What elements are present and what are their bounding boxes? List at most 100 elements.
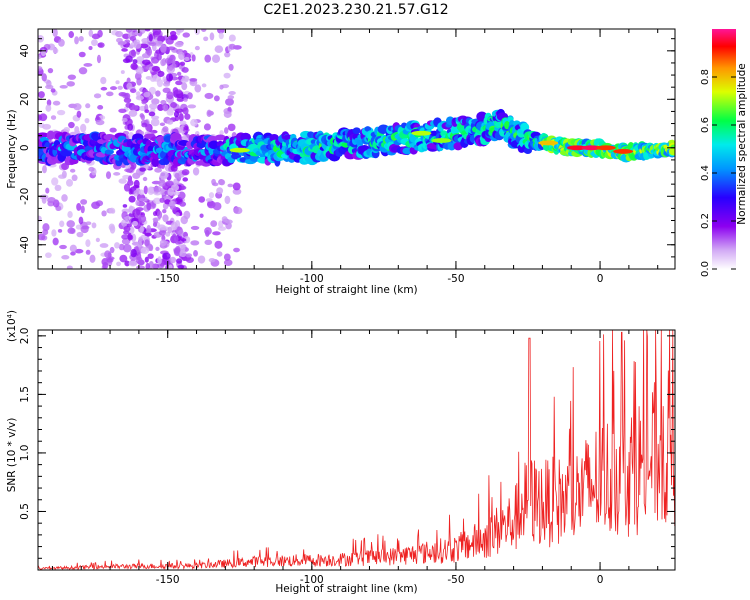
noise-blob (123, 183, 131, 192)
noise-blob (67, 227, 76, 234)
colorbar-step (712, 178, 736, 180)
noise-blob (89, 254, 96, 263)
snr-series-line (38, 330, 675, 570)
noise-blob (121, 48, 128, 52)
colorbar-step (712, 96, 736, 98)
noise-blob (109, 127, 117, 133)
noise-blob (228, 91, 236, 96)
noise-blob (169, 200, 176, 207)
colorbar-step (712, 107, 736, 109)
colorbar-step (712, 257, 736, 259)
noise-blob (193, 250, 198, 257)
noise-blob (152, 263, 160, 269)
noise-blob (115, 30, 124, 38)
noise-blob (97, 42, 103, 48)
noise-blob (199, 213, 204, 218)
colorbar-step (712, 101, 736, 103)
ridge-core (411, 130, 432, 136)
noise-blob (232, 182, 241, 191)
noise-blob (100, 86, 108, 91)
noise-blob (124, 168, 133, 173)
noise-blob (180, 78, 189, 83)
y-axis-label: SNR (10 * v/v) (6, 418, 18, 493)
noise-blob (125, 102, 133, 108)
noise-blob (145, 262, 150, 269)
noise-blob (74, 248, 84, 254)
colorbar-step (712, 154, 736, 156)
noise-blob (157, 35, 166, 43)
noise-blob (223, 253, 231, 261)
noise-blob (51, 177, 59, 186)
colorbar-step (712, 82, 736, 84)
noise-blob (183, 97, 188, 102)
noise-blob (181, 169, 190, 176)
colorbar-step (712, 41, 736, 43)
colorbar-step (712, 129, 736, 131)
colorbar-step (712, 118, 736, 120)
noise-blob (148, 41, 157, 46)
noise-blob (52, 237, 59, 246)
colorbar-step (712, 252, 736, 254)
noise-blob (117, 85, 123, 90)
noise-blob (104, 250, 112, 258)
noise-blob (123, 244, 132, 253)
colorbar-step (712, 211, 736, 213)
noise-blob (138, 215, 147, 223)
colorbar-step (712, 63, 736, 65)
colorbar-step (712, 84, 736, 86)
colorbar-step (712, 166, 736, 168)
colorbar-step (712, 265, 736, 267)
noise-blob (143, 185, 148, 195)
noise-blob (170, 221, 178, 231)
colorbar-step (712, 127, 736, 129)
colorbar-step (712, 251, 736, 253)
noise-blob (160, 44, 167, 53)
ridge-blob (668, 147, 675, 156)
colorbar-step (712, 218, 736, 220)
noise-blob (136, 77, 142, 86)
colorbar-step (712, 228, 736, 230)
colorbar-step (712, 39, 736, 41)
noise-blob (178, 229, 184, 237)
noise-blob (66, 265, 73, 269)
noise-blob (50, 115, 57, 120)
colorbar-step (712, 163, 736, 165)
colorbar-step (712, 260, 736, 262)
x-tick-label: -150 (156, 574, 180, 586)
colorbar-step (712, 236, 736, 238)
colorbar-step (712, 164, 736, 166)
colorbar-step (712, 66, 736, 68)
noise-blob (153, 185, 162, 193)
colorbar-step (712, 165, 736, 167)
noise-blob (127, 232, 133, 241)
colorbar-step (712, 79, 736, 81)
noise-blob (42, 229, 49, 236)
noise-blob (144, 256, 149, 263)
colorbar-step (712, 128, 736, 130)
noise-blob (141, 38, 150, 43)
x-tick-label: -100 (300, 574, 324, 586)
colorbar-step (712, 247, 736, 249)
noise-blob (76, 202, 82, 211)
noise-blob (151, 115, 160, 120)
noise-blob (224, 51, 231, 58)
colorbar-step (712, 227, 736, 229)
ridge-blob (104, 149, 114, 155)
colorbar-step (712, 32, 736, 34)
ridge-core (538, 140, 559, 146)
noise-blob (130, 248, 137, 258)
noise-blob (113, 172, 121, 176)
colorbar-step (712, 176, 736, 178)
x-tick-label: -50 (447, 273, 464, 285)
noise-blob (183, 126, 189, 131)
colorbar-step (712, 133, 736, 135)
noise-blob (194, 84, 202, 93)
colorbar-step (712, 177, 736, 179)
noise-blob (166, 91, 174, 100)
colorbar-step (712, 100, 736, 102)
colorbar-step (712, 255, 736, 257)
colorbar-step (712, 143, 736, 145)
colorbar-step (712, 224, 736, 226)
colorbar-step (712, 123, 736, 125)
colorbar-step (712, 206, 736, 208)
